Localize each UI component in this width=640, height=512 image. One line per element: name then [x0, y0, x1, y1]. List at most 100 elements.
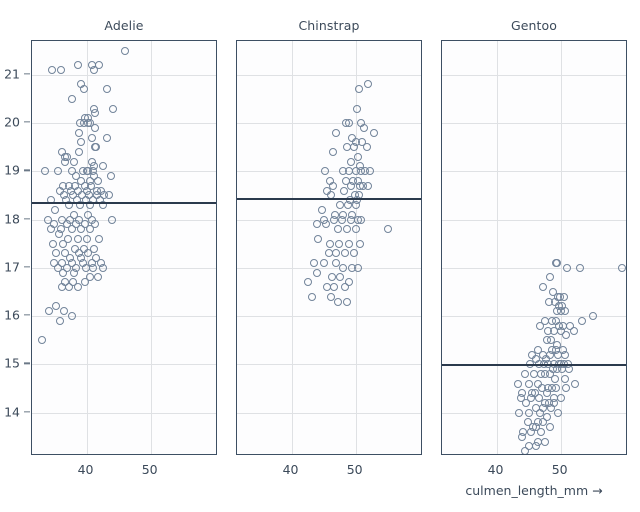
data-point	[354, 85, 363, 94]
data-point	[54, 230, 63, 239]
data-point	[342, 225, 351, 234]
gridline-horizontal	[237, 171, 421, 173]
data-point	[70, 157, 79, 166]
x-tick-label: 40	[487, 462, 504, 477]
gridline-horizontal	[237, 123, 421, 125]
data-point	[46, 196, 55, 205]
data-point	[60, 157, 69, 166]
data-point	[383, 225, 392, 234]
data-point	[75, 128, 84, 137]
data-point	[85, 225, 94, 234]
gridline-horizontal	[442, 267, 626, 269]
data-point	[91, 143, 100, 152]
data-point	[87, 181, 95, 190]
data-point	[353, 152, 362, 161]
data-point	[554, 408, 563, 417]
data-point	[329, 215, 338, 224]
y-tick-mark	[24, 362, 30, 364]
data-point	[345, 119, 354, 128]
data-point	[104, 191, 113, 200]
data-point	[336, 273, 345, 282]
data-point	[552, 258, 561, 267]
data-point	[522, 398, 531, 407]
data-point	[524, 379, 533, 388]
data-point	[352, 104, 361, 113]
data-point	[536, 321, 545, 330]
data-point	[38, 336, 47, 345]
data-point	[578, 316, 587, 325]
data-point	[327, 273, 336, 282]
data-point	[68, 225, 77, 234]
data-point	[353, 215, 362, 224]
data-point	[56, 65, 65, 74]
data-point	[49, 239, 58, 248]
data-point	[547, 403, 556, 412]
data-point	[546, 273, 555, 282]
panel-adelie	[31, 40, 217, 455]
panel-title-adelie: Adelie	[104, 18, 144, 33]
y-tick-mark	[24, 410, 30, 413]
data-point	[88, 263, 97, 272]
data-point	[322, 283, 331, 292]
gridline-horizontal	[237, 219, 421, 221]
mean-reference-line	[237, 198, 421, 201]
data-point	[303, 278, 312, 287]
y-tick-mark	[24, 217, 30, 220]
data-point	[108, 104, 117, 113]
data-point	[54, 263, 63, 272]
data-point	[314, 234, 323, 243]
data-point	[550, 297, 559, 306]
data-point	[86, 201, 95, 210]
data-point	[309, 258, 318, 267]
data-point	[73, 234, 82, 243]
data-point	[339, 263, 348, 272]
data-point	[87, 133, 96, 142]
data-point	[341, 283, 350, 292]
data-point	[365, 167, 374, 176]
data-point	[58, 239, 67, 248]
data-point	[560, 374, 569, 383]
data-point	[71, 172, 80, 181]
gridline-horizontal	[237, 74, 421, 76]
y-tick-mark	[24, 73, 30, 75]
data-point	[44, 307, 53, 316]
data-point	[326, 239, 334, 248]
data-point	[76, 176, 85, 185]
data-point	[318, 205, 327, 214]
data-point	[89, 244, 98, 253]
data-point	[575, 263, 584, 272]
data-point	[67, 94, 76, 103]
gridline-horizontal	[32, 267, 216, 269]
data-point	[340, 249, 349, 258]
data-point	[52, 249, 61, 258]
data-point	[352, 225, 361, 234]
data-point	[90, 123, 99, 132]
data-point	[49, 258, 58, 267]
data-point	[525, 408, 534, 417]
data-point	[344, 239, 353, 248]
data-point	[103, 85, 112, 94]
data-point	[77, 138, 86, 147]
data-point	[557, 394, 566, 403]
data-point	[369, 128, 378, 137]
data-point	[312, 220, 321, 229]
x-axis-title: culmen_length_mm →	[465, 483, 603, 498]
data-point	[564, 365, 573, 374]
data-point	[332, 249, 341, 258]
data-point	[561, 331, 570, 340]
gridline-horizontal	[442, 412, 626, 414]
data-point	[329, 147, 338, 156]
data-point	[59, 268, 68, 277]
gridline-horizontal	[442, 74, 626, 76]
data-point	[332, 128, 341, 137]
data-point	[84, 249, 93, 258]
data-point	[61, 249, 70, 258]
data-point	[69, 278, 78, 287]
panel-title-gentoo: Gentoo	[510, 18, 558, 33]
data-point	[51, 205, 60, 214]
data-point	[355, 239, 364, 248]
data-point	[95, 61, 104, 70]
data-point	[106, 172, 115, 181]
gridline-horizontal	[237, 267, 421, 269]
data-point	[570, 326, 579, 335]
